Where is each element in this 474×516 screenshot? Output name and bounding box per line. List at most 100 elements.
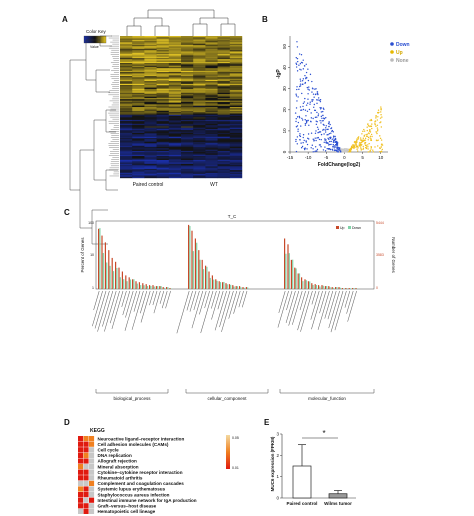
go-bar-down — [240, 287, 242, 289]
volcano-point-up — [380, 109, 382, 111]
go-bar-up — [331, 287, 333, 289]
heatmap-cell — [144, 43, 157, 46]
volcano-point-down — [316, 92, 319, 95]
volcano-point-up — [354, 144, 356, 146]
volcano-point-down — [325, 141, 327, 143]
volcano-point-down — [312, 93, 315, 95]
heatmap-cell — [120, 121, 133, 123]
heatmap-cell — [181, 81, 194, 83]
volcano-point-up — [369, 135, 372, 138]
heatmap-cell — [229, 100, 243, 103]
heatmap-cell — [193, 122, 206, 124]
volcano-point-down — [329, 143, 331, 146]
heatmap-cell — [205, 127, 218, 130]
volcano-point-down — [296, 136, 299, 138]
volcano-point-down — [297, 121, 300, 124]
heatmap-cell — [132, 125, 145, 127]
volcano-point-down — [295, 62, 297, 64]
heatmap-cell — [144, 125, 157, 127]
heatmap-cell — [217, 100, 230, 103]
heatmap-cell — [156, 61, 169, 64]
heatmap-cell — [217, 171, 230, 174]
go-term-label — [238, 290, 244, 308]
go-term-label — [133, 290, 141, 312]
heatmap-cell — [156, 50, 169, 52]
heatmap-cell — [132, 157, 145, 159]
volcano-point-down — [304, 82, 306, 85]
heatmap-cell — [217, 141, 230, 144]
heatmap-cell — [132, 86, 145, 88]
heatmap-cell — [229, 50, 243, 52]
volcano-point-up — [370, 133, 373, 136]
heatmap-cell — [205, 175, 218, 177]
heatmap-cell — [144, 114, 157, 117]
heatmap-cell — [120, 117, 133, 119]
heatmap-cell — [205, 112, 218, 114]
kegg-cell — [78, 436, 84, 442]
heatmap-cell — [193, 114, 206, 117]
heatmap-cell — [229, 110, 243, 113]
heatmap-cell — [217, 159, 230, 162]
color-key-bar — [83, 35, 107, 44]
go-term-label — [299, 290, 306, 311]
heatmap-cell — [229, 73, 243, 75]
heatmap-cell — [144, 128, 157, 131]
volcano-point-up — [374, 122, 376, 124]
go-term-label — [286, 290, 293, 311]
heatmap-cell — [144, 97, 157, 100]
heatmap-cell — [168, 100, 182, 103]
heatmap-cell — [229, 174, 243, 176]
heatmap-cell — [181, 82, 194, 84]
volcano-point-down — [332, 149, 334, 151]
go-bar-up — [101, 235, 103, 289]
heatmap-cell — [132, 43, 145, 46]
go-bar-down — [153, 286, 155, 289]
heatmap-cell — [168, 69, 182, 72]
heatmap-cell — [229, 37, 243, 39]
volcano-point-up — [361, 141, 363, 143]
volcano-point-down — [299, 83, 302, 85]
heatmap-cell — [205, 73, 218, 75]
heatmap-cell — [205, 60, 218, 63]
heatmap-cell — [156, 73, 169, 75]
volcano-point-up — [362, 147, 365, 150]
go-bar-down — [332, 287, 335, 289]
heatmap-cell — [193, 112, 206, 114]
heatmap-cell — [144, 66, 157, 69]
heatmap-cell — [181, 43, 194, 46]
heatmap-cell — [120, 162, 133, 164]
volcano-point-down — [328, 122, 330, 124]
volcano-point-down — [336, 149, 338, 152]
volcano-point-up — [375, 125, 377, 127]
heatmap-cell — [144, 76, 157, 78]
heatmap-cell — [181, 122, 194, 124]
e-bar — [328, 493, 348, 499]
heatmap-cell — [205, 82, 218, 84]
heatmap-cell — [181, 153, 194, 155]
heatmap-cell — [229, 54, 243, 56]
kegg-term-label: Cytokine–cytokine receptor interaction — [98, 470, 183, 475]
heatmap-cell — [193, 61, 206, 64]
heatmap-cell — [181, 139, 194, 141]
heatmap-cell — [156, 176, 169, 179]
heatmap-cell — [132, 165, 145, 167]
panel-a: A Color Key Value — [62, 9, 243, 245]
volcano-point-down — [309, 73, 312, 76]
heatmap-cell — [229, 107, 243, 109]
go-bar-up — [198, 250, 200, 289]
go-legend-swatch-up — [336, 226, 339, 229]
heatmap-cell — [156, 55, 169, 57]
panel-a-letter: A — [62, 15, 68, 24]
heatmap-cell — [132, 45, 145, 47]
heatmap-cell — [181, 92, 194, 95]
heatmap-cell — [132, 64, 145, 66]
go-term-label — [311, 290, 323, 330]
heatmap-cell — [120, 130, 133, 132]
heatmap-cell — [193, 95, 206, 97]
heatmap-cell — [144, 165, 157, 167]
heatmap-cell — [144, 144, 157, 146]
kegg-cell — [78, 480, 84, 486]
heatmap-cell — [229, 135, 243, 137]
go-bar-down — [99, 228, 101, 289]
kegg-cell — [89, 447, 95, 453]
